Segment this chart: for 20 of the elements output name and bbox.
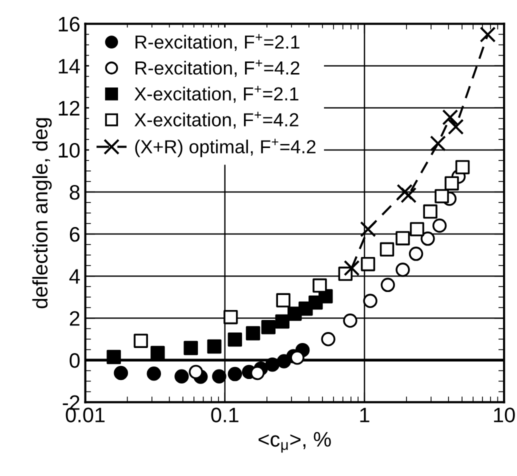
y-tick-label: 8 [70,184,80,200]
y-tick-label: 2 [70,311,80,326]
y-tick-label: 12 [58,100,80,116]
legend-label: (X+R) optimal, F$^{+}$=4.2 [135,138,316,158]
legend-label: R-excitation, F$^{+}$=2.1 [136,34,300,51]
x-tick-label: 0.01 [66,408,105,422]
legend-label: R-excitation, F$^{+}$=4.2 [136,60,300,77]
legend-label: X-excitation, F$^{+}$=4.2 [134,112,298,129]
y-tick-label: 4 [69,269,80,284]
x-axis-title: <c$_{μ}$>, % [258,432,331,453]
y-tick-label: 10 [58,142,80,158]
legend-label: X-excitation, F$^{+}$=2.1 [134,86,298,103]
y-tick-label: 0 [70,353,80,368]
x-tick-label: 1 [360,408,370,422]
y-tick-label: 16 [58,16,80,32]
y-tick-label: 14 [58,59,80,74]
x-tick-label: 10 [494,408,515,422]
y-axis-title: deflection angle, deg [32,118,52,308]
y-tick-label: 6 [70,227,80,242]
x-tick-label: 0.1 [211,408,238,422]
